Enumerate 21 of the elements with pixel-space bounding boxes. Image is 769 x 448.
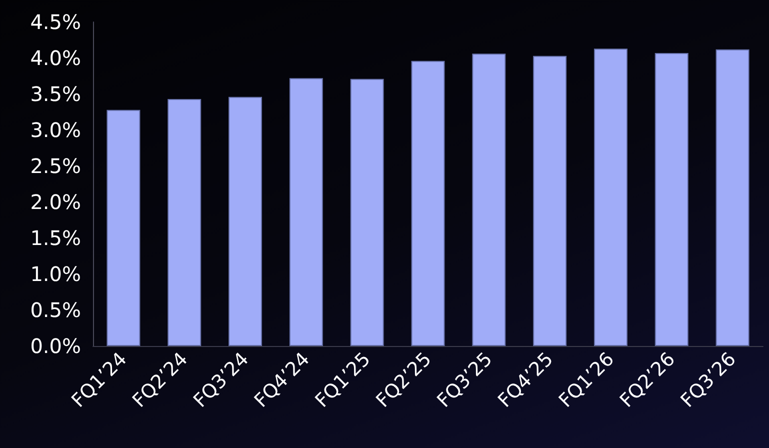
- bar: [106, 110, 140, 346]
- y-tick-label: 3.5%: [30, 82, 81, 106]
- y-tick-label: 2.5%: [30, 154, 81, 178]
- bar: [289, 78, 323, 346]
- y-tick-label: 4.5%: [30, 10, 81, 34]
- bar: [716, 49, 750, 346]
- y-tick-label: 3.0%: [30, 118, 81, 142]
- bar: [533, 56, 567, 346]
- y-tick-label: 1.0%: [30, 262, 81, 286]
- bar: [472, 54, 506, 346]
- bar: [228, 96, 262, 346]
- bar: [168, 99, 202, 346]
- y-tick-label: 4.0%: [30, 46, 81, 70]
- y-tick-label: 0.0%: [30, 334, 81, 358]
- y-tick-label: 0.5%: [30, 298, 81, 322]
- y-tick-label: 1.5%: [30, 226, 81, 250]
- bar: [654, 52, 688, 346]
- bar: [350, 78, 384, 346]
- bar: [411, 60, 445, 346]
- bar: [594, 48, 628, 346]
- y-tick-label: 2.0%: [30, 190, 81, 214]
